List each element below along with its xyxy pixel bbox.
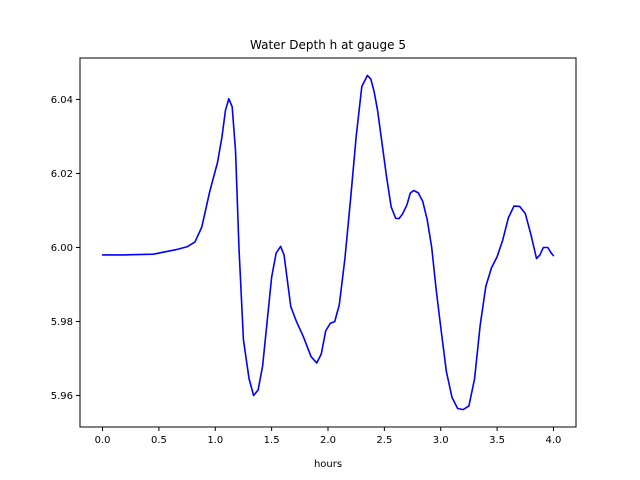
y-tick-label: 5.96: [51, 391, 73, 402]
x-tick-label: 3.5: [489, 435, 505, 446]
x-axis-label: hours: [314, 459, 342, 470]
x-tick-label: 0.0: [95, 435, 111, 446]
x-tick-label: 2.5: [376, 435, 392, 446]
x-tick-label: 3.0: [433, 435, 449, 446]
x-tick-label: 0.5: [151, 435, 167, 446]
chart-title: Water Depth h at gauge 5: [250, 38, 406, 52]
y-tick-label: 6.00: [51, 243, 73, 254]
y-tick-label: 5.98: [51, 317, 73, 328]
x-axis-ticks: 0.0 0.5 1.0 1.5 2.0 2.5 3.0 3.5 4.0: [95, 427, 562, 446]
plot-area: [101, 74, 555, 411]
x-tick-label: 1.5: [264, 435, 280, 446]
y-tick-label: 6.02: [51, 169, 73, 180]
x-tick-label: 4.0: [546, 435, 562, 446]
y-axis-ticks: 5.96 5.98 6.00 6.02 6.04: [51, 95, 80, 402]
series-line-1: [101, 74, 555, 411]
x-tick-label: 1.0: [207, 435, 223, 446]
x-tick-label: 2.0: [320, 435, 336, 446]
y-tick-label: 6.04: [51, 95, 73, 106]
